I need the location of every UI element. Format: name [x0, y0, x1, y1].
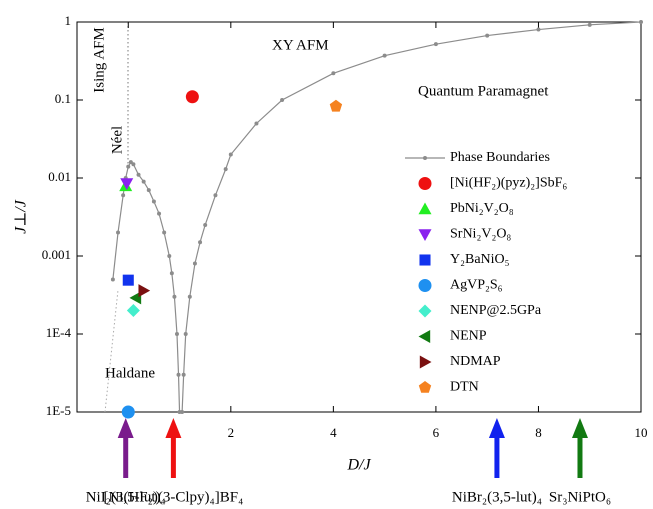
- boundary-point: [141, 179, 146, 184]
- annotation: XY AFM: [272, 37, 329, 53]
- legend-label: NENP@2.5GPa: [450, 303, 542, 318]
- haldane-boundary: [104, 289, 119, 413]
- arrow-head: [165, 418, 182, 438]
- legend-marker: [419, 355, 432, 369]
- boundary-point: [203, 222, 208, 227]
- boundary-point: [167, 254, 172, 258]
- boundary-point: [131, 162, 136, 167]
- boundary-point: [176, 372, 181, 377]
- boundary-point: [172, 294, 177, 299]
- plot-frame: [76, 21, 642, 413]
- boundary-point: [181, 372, 186, 377]
- boundary-point: [157, 211, 162, 216]
- legend-marker: [418, 202, 432, 215]
- boundary-point: [121, 193, 126, 198]
- point: [122, 274, 134, 286]
- x-tick-label: 8: [535, 425, 542, 440]
- point: [138, 284, 151, 298]
- x-tick-label: 10: [635, 425, 648, 440]
- legend-label: NENP: [450, 329, 487, 344]
- legend-marker: [418, 279, 432, 292]
- x-tick-label: 4: [330, 425, 337, 440]
- y-tick-label: 0.01: [48, 169, 71, 184]
- x-tick-label: 2: [228, 425, 235, 440]
- boundary-point: [639, 20, 643, 24]
- annotation: Ising AFM: [91, 27, 107, 92]
- arrow-label: [Ni(HF₂)(3-Clpy)₄]BF₄: [103, 489, 243, 505]
- boundary-point: [433, 42, 438, 47]
- legend-label: Y₂BaNiO₅: [450, 252, 510, 267]
- boundary-point: [180, 410, 185, 414]
- legend-label: SrNi₂V₂O₈: [450, 227, 511, 242]
- annotation: Néel: [109, 126, 125, 154]
- legend-marker: [418, 330, 431, 343]
- annotation: Quantum Paramagnet: [418, 83, 549, 99]
- boundary-point: [536, 27, 541, 32]
- boundary-point: [110, 277, 115, 282]
- boundary-point: [331, 71, 336, 76]
- arrow-label: NiBr₂(3,5-lut)₄: [452, 489, 542, 505]
- legend-label: NDMAP: [450, 354, 501, 369]
- boundary-point: [213, 193, 218, 198]
- y-tick-label: 1E-4: [46, 325, 72, 340]
- boundary-point: [254, 121, 259, 126]
- boundary-point: [146, 188, 151, 193]
- x-axis-title: D/J: [346, 457, 371, 474]
- boundary-point: [587, 22, 592, 27]
- point: [129, 291, 142, 305]
- legend-marker: [418, 229, 432, 241]
- legend-label: Phase Boundaries: [450, 150, 550, 165]
- boundary-point: [192, 261, 197, 266]
- legend-marker: [418, 304, 432, 318]
- boundary-point: [126, 164, 131, 169]
- phase-boundary: [112, 21, 642, 413]
- legend-label: AgVP₂S₆: [450, 278, 503, 293]
- x-tick-label: 6: [433, 425, 440, 440]
- point: [185, 90, 199, 104]
- boundary-point: [228, 152, 233, 157]
- legend-marker: [423, 156, 427, 160]
- arrow-head: [117, 418, 134, 438]
- boundary-point: [116, 230, 121, 235]
- boundary-point: [151, 199, 156, 204]
- legend-label: DTN: [450, 380, 479, 395]
- legend-marker: [418, 381, 432, 393]
- boundary-point: [136, 172, 141, 177]
- boundary-point: [183, 332, 188, 336]
- arrow-label: NiI₂(3,5-lut)₄: [86, 489, 166, 505]
- boundary-point: [198, 240, 203, 245]
- arrow-head: [488, 418, 505, 438]
- point: [121, 405, 135, 419]
- point: [120, 178, 134, 191]
- legend-marker: [419, 254, 431, 266]
- boundary-point: [280, 98, 285, 102]
- annotation: Haldane: [105, 365, 155, 381]
- arrow-label: Sr₃NiPtO₆: [549, 489, 611, 505]
- boundary-point: [187, 294, 192, 299]
- point: [329, 99, 343, 112]
- boundary-point: [223, 167, 228, 172]
- arrow-head: [571, 418, 588, 438]
- y-axis-title: J⊥/J: [13, 199, 30, 234]
- y-tick-label: 1: [65, 13, 72, 28]
- y-tick-label: 0.1: [55, 91, 71, 106]
- y-tick-label: 0.001: [42, 247, 71, 262]
- boundary-point: [162, 230, 167, 235]
- boundary-point: [485, 33, 490, 38]
- boundary-point: [169, 271, 174, 276]
- y-tick-label: 1E-5: [46, 403, 71, 418]
- point: [126, 304, 140, 318]
- legend-label: PbNi₂V₂O₈: [450, 201, 514, 216]
- boundary-point: [174, 332, 179, 336]
- legend-marker: [418, 177, 432, 190]
- boundary-point: [382, 53, 387, 58]
- legend-label: [Ni(HF₂)(pyz)₂]SbF₆: [450, 176, 567, 191]
